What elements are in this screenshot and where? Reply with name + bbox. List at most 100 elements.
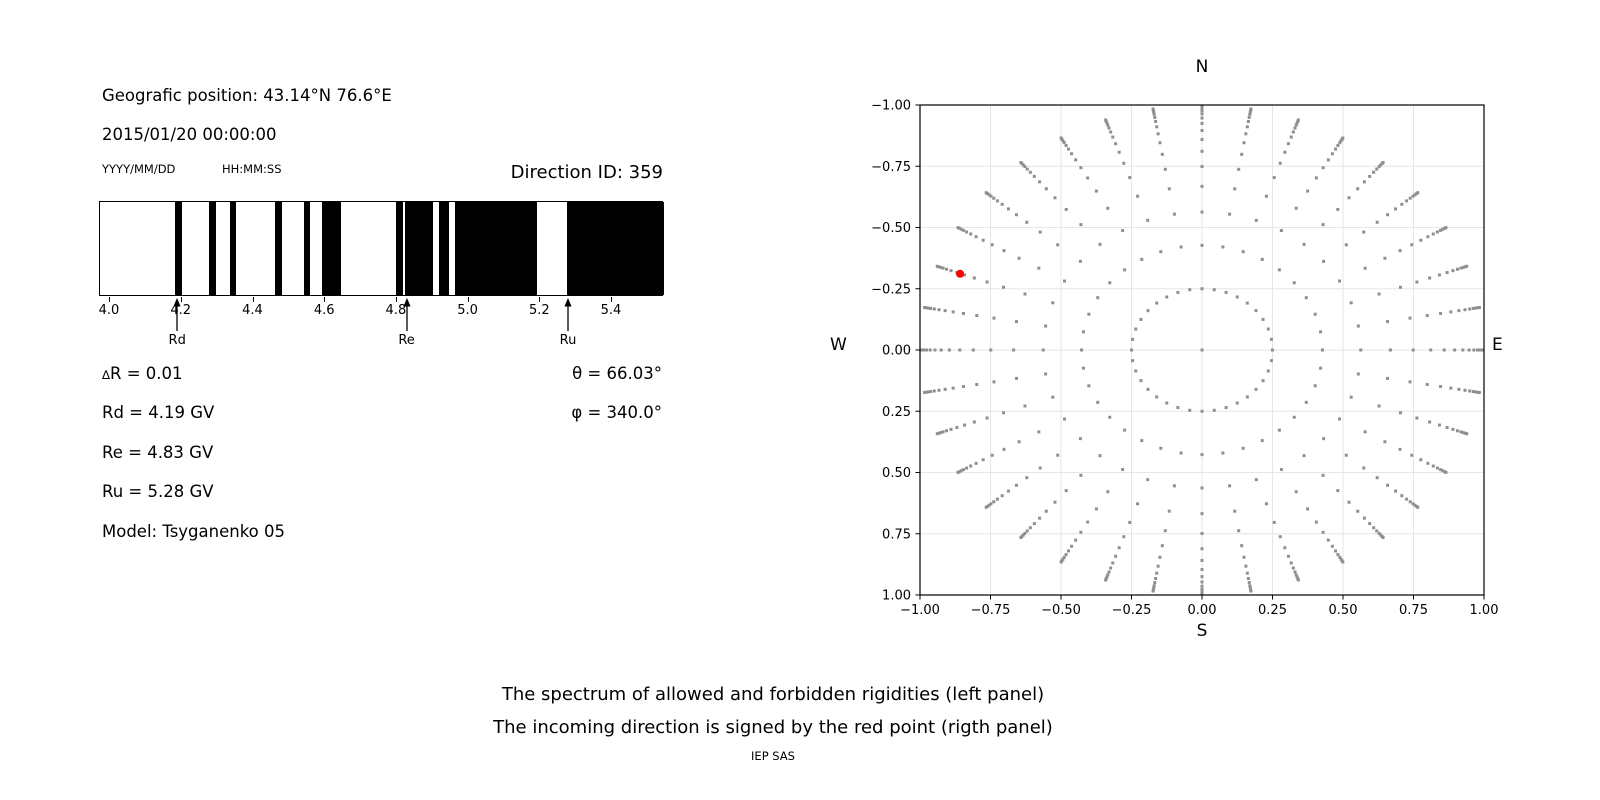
direction-dot (987, 503, 991, 507)
direction-dot (928, 348, 932, 352)
direction-dot (1176, 290, 1180, 294)
direction-dot (1158, 555, 1162, 559)
direction-dot (1278, 535, 1282, 539)
direction-dot (1459, 430, 1463, 434)
direction-dot (992, 196, 996, 200)
allowed-rigidity-band (455, 202, 537, 295)
direction-dot (1362, 180, 1366, 184)
direction-dot (1002, 447, 1006, 451)
direction-dot (941, 266, 945, 270)
direction-dot (974, 235, 978, 239)
direction-dot (1277, 428, 1281, 432)
direction-dot (937, 388, 941, 392)
direction-dot (1200, 512, 1204, 516)
direction-dot (1025, 529, 1029, 533)
direction-dot (1381, 161, 1385, 165)
direction-dot (1130, 348, 1133, 352)
direction-dot (992, 380, 996, 384)
stat-phi: φ = 340.0° (571, 403, 662, 422)
direction-dot (1398, 411, 1402, 415)
direction-dot (1245, 125, 1249, 129)
direction-dot (1061, 557, 1065, 561)
direction-dot (1136, 502, 1140, 506)
direction-dot (1244, 564, 1248, 568)
direction-dot (1271, 348, 1274, 352)
direction-dot (1025, 220, 1029, 224)
direction-dot (1439, 385, 1443, 389)
direction-dot (1336, 489, 1340, 493)
direction-dot (1108, 281, 1112, 285)
direction-dot (1429, 348, 1433, 352)
direction-dot (1386, 320, 1390, 324)
direction-dot (1028, 170, 1032, 174)
spectrum-x-tick (611, 297, 613, 302)
direction-dot (1224, 290, 1228, 294)
direction-dot (1359, 348, 1363, 352)
direction-dot (1156, 564, 1160, 568)
direction-dot (1041, 348, 1045, 352)
direction-dot (1254, 478, 1258, 482)
direction-dot (1400, 494, 1404, 498)
direction-dot (1451, 427, 1455, 431)
x-tick-label: −0.25 (1112, 603, 1152, 618)
direction-dot (956, 226, 960, 230)
direction-dot (1439, 228, 1443, 232)
direction-dot (1200, 590, 1204, 594)
direction-dot (1400, 202, 1404, 206)
direction-dot (1155, 301, 1159, 305)
direction-dot (1107, 126, 1111, 130)
direction-dot (1160, 152, 1164, 156)
direction-dot (920, 348, 922, 352)
direction-dot (1096, 296, 1100, 300)
y-tick-label: 0.25 (882, 405, 911, 420)
x-tick-label: −0.50 (1041, 603, 1081, 618)
direction-dot (1105, 121, 1109, 125)
direction-dot (1070, 544, 1074, 548)
direction-dot (1336, 143, 1340, 147)
direction-dot (1167, 509, 1171, 513)
direction-dot (1080, 348, 1084, 352)
direction-dot (1106, 490, 1110, 494)
direction-dot (1037, 266, 1041, 270)
direction-dot (1295, 121, 1299, 125)
direction-dot (1241, 446, 1245, 450)
direction-dot (1063, 417, 1066, 421)
direction-dot (1152, 584, 1156, 588)
direction-dot (1471, 390, 1475, 394)
direction-dot (1474, 306, 1478, 310)
direction-dot (1478, 348, 1482, 352)
direction-dot (1428, 276, 1432, 280)
direction-dot (1064, 553, 1068, 557)
direction-dot (1461, 265, 1465, 269)
direction-dot (1038, 230, 1042, 234)
direction-dot (1079, 223, 1083, 227)
direction-dot (1146, 387, 1150, 391)
direction-dot (1105, 575, 1109, 579)
direction-dot (1415, 280, 1419, 284)
direction-dot (1078, 437, 1082, 441)
direction-dot (1087, 384, 1091, 388)
direction-dot (1140, 439, 1144, 443)
direction-dot (1457, 387, 1461, 391)
x-tick-label: 0.50 (1329, 603, 1358, 618)
direction-dot (1444, 226, 1448, 230)
direction-dot (1078, 259, 1082, 263)
direction-dot (932, 307, 936, 311)
direction-dot (939, 265, 943, 269)
direction-dot (990, 453, 994, 457)
direction-dot (939, 348, 943, 352)
direction-dot (1415, 416, 1419, 420)
direction-dot (1289, 135, 1293, 139)
direction-dot (1131, 359, 1135, 363)
direction-dot (1000, 202, 1004, 206)
direction-dot (1028, 526, 1032, 530)
direction-dot (1212, 288, 1216, 292)
direction-dot (1179, 245, 1183, 249)
direction-dot (1372, 170, 1376, 174)
direction-dot (1221, 245, 1225, 249)
x-tick-label: −0.75 (971, 603, 1011, 618)
direction-dot (1264, 502, 1268, 506)
direction-dot (1476, 348, 1480, 352)
direction-dot (1241, 250, 1245, 254)
direction-dot (1341, 136, 1345, 140)
